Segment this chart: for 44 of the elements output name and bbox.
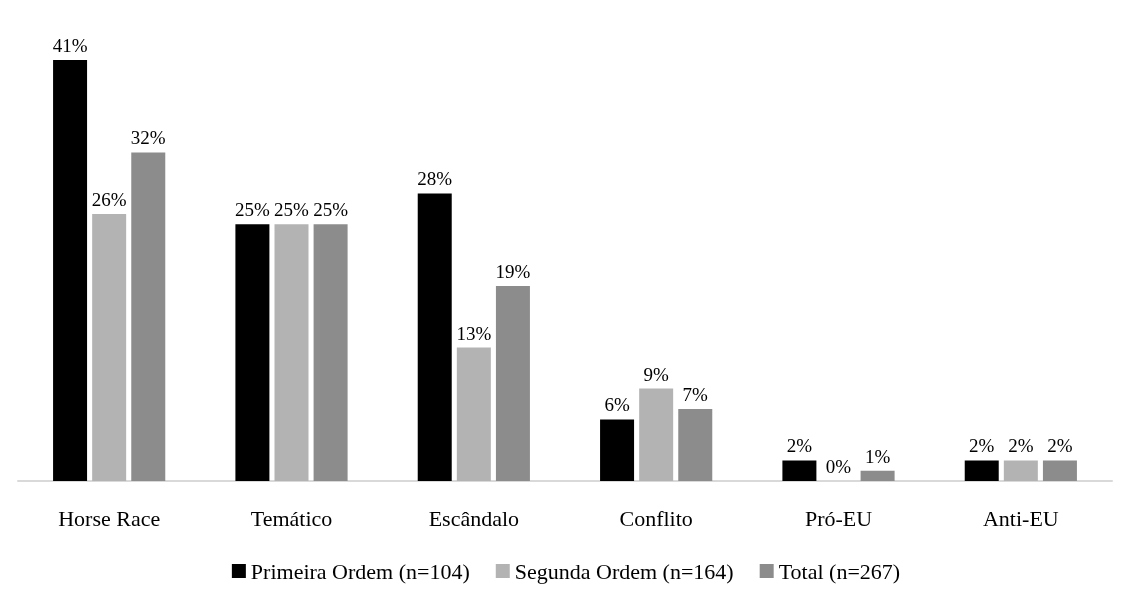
bar [495, 285, 530, 481]
bar [313, 224, 348, 481]
data-label: 2% [1047, 435, 1073, 457]
data-label: 26% [91, 189, 127, 211]
bar [678, 409, 713, 481]
x-tick-label: Horse Race [58, 505, 161, 531]
bar [417, 193, 452, 481]
data-label: 9% [643, 363, 669, 385]
x-tick-label: Anti-EU [982, 505, 1059, 531]
x-tick-label: Pró-EU [804, 505, 873, 531]
data-label: 2% [969, 435, 995, 457]
bar [964, 460, 999, 481]
data-label: 2% [786, 435, 813, 457]
bar [235, 224, 270, 481]
data-label: 25% [234, 199, 270, 221]
bar [92, 214, 127, 481]
data-label: 41% [52, 35, 88, 56]
data-label: 0% [825, 456, 852, 477]
bar [1042, 460, 1077, 481]
bar [639, 388, 674, 481]
bar [274, 224, 309, 481]
bar [53, 60, 88, 481]
x-tick-label: Temático [250, 505, 333, 531]
bar [600, 419, 635, 481]
bar [456, 347, 491, 481]
x-tick-label: Conflito [619, 505, 693, 531]
data-label: 1% [864, 445, 891, 467]
bar [1003, 460, 1038, 481]
data-label: 25% [313, 199, 349, 221]
data-label: 19% [495, 260, 531, 282]
x-tick-label: Escândalo [428, 505, 520, 531]
data-label: 32% [130, 127, 166, 149]
legend-label: Segunda Ordem (n=164) [514, 558, 734, 584]
data-label: 25% [274, 199, 310, 221]
data-label: 28% [417, 168, 453, 190]
legend-label: Total (n=267) [778, 558, 901, 584]
legend-label: Primeira Ordem (n=104) [250, 558, 470, 584]
data-label: 13% [456, 322, 492, 344]
data-label: 7% [682, 384, 709, 406]
bar [131, 152, 166, 481]
bar [860, 470, 895, 481]
bar [782, 460, 817, 481]
data-label: 2% [1008, 435, 1034, 457]
data-label: 6% [604, 394, 630, 416]
